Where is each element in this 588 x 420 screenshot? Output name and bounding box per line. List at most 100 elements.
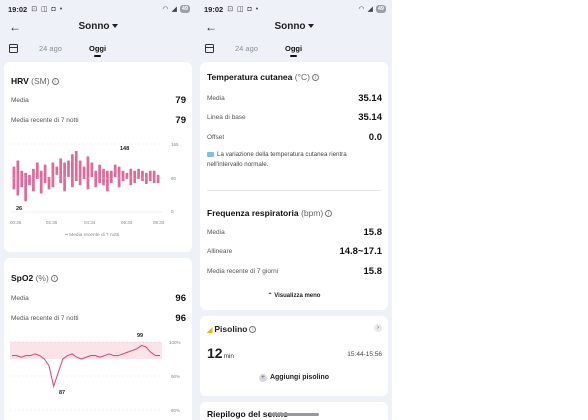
back-arrow-icon[interactable]: ← <box>205 20 217 34</box>
spo2-title: SpO2 (%) i <box>11 273 58 283</box>
hrv-bar <box>148 170 152 182</box>
hrv-bar <box>35 162 39 180</box>
hrv-legend-text: Media recente di 7 notti <box>69 233 120 238</box>
hrv-avg-label: Media <box>11 97 29 104</box>
hrv-xtick: 08:33 <box>153 220 165 225</box>
hrv-bar <box>137 168 140 180</box>
skin-temp-note: La variazione della temperatura cutanea … <box>207 150 382 170</box>
hrv-bar <box>109 170 113 184</box>
status-right: ◠ ◢ 49 <box>358 5 386 13</box>
tab-previous-day[interactable]: 24 ago <box>39 44 62 53</box>
status-right: ◠ ◢ 49 <box>162 5 190 13</box>
resp-7day-label: Media recente di 7 giorni <box>207 268 279 275</box>
hrv-bar <box>156 174 160 184</box>
add-nap-button[interactable]: + Aggiungi pisolino <box>200 374 388 382</box>
hrv-bar <box>78 160 82 186</box>
wifi-icon: ◠ <box>162 6 169 13</box>
skin-temp-avg-value: 35.14 <box>358 93 382 104</box>
hrv-bar <box>113 164 117 177</box>
hrv-bar <box>152 170 156 184</box>
caret-down-icon <box>111 24 118 29</box>
spo2-avg-value: 96 <box>175 293 186 304</box>
spo2-title-text: SpO2 <box>11 273 34 283</box>
hrv-unit: (SM) <box>31 76 50 86</box>
hrv-xtick: 02:35 <box>46 220 58 225</box>
phone-screen-right: 19:02 ⊡ ◫ ◘ • ◠ ◢ 49 ← Sonno 24 ago Oggi… <box>196 0 392 420</box>
show-less-toggle[interactable]: ⌃ Visualizza meno <box>200 292 388 299</box>
date-tabs: 24 ago Oggi <box>0 42 196 58</box>
hrv-avg-value: 79 <box>175 95 186 106</box>
hrv-bar <box>67 160 70 177</box>
hrv-bar <box>133 170 137 184</box>
info-icon[interactable]: i <box>50 275 58 283</box>
hrv-bar <box>24 172 27 202</box>
hrv-bar <box>28 174 31 186</box>
page-title: Sonno <box>274 21 306 32</box>
hrv-bar <box>141 170 144 182</box>
skin-temp-title-text: Temperatura cutanea <box>207 72 293 82</box>
spo2-min-label: 87 <box>59 390 66 396</box>
calendar-icon[interactable] <box>9 44 18 53</box>
status-time: 19:02 <box>8 4 28 14</box>
skin-temp-note-text: La variazione della temperatura cutanea … <box>207 151 347 168</box>
hrv-title-text: HRV <box>11 76 29 86</box>
spo2-ytick-top: 100% <box>169 340 181 345</box>
tab-previous-day[interactable]: 24 ago <box>235 44 258 53</box>
skin-temp-offset-label: Offset <box>207 134 225 141</box>
hrv-bar <box>20 170 24 188</box>
status-bar: 19:02 ⊡ ◫ ◘ • ◠ ◢ 49 <box>8 3 190 15</box>
hrv-bar <box>98 164 101 184</box>
hrv-bar <box>82 166 86 180</box>
summary-card: Riepilogo del sonno <box>200 402 388 420</box>
hrv-7night-label: Media recente di 7 notti <box>11 117 79 124</box>
spo2-card: SpO2 (%) i Media 96 Media recente di 7 no… <box>4 258 192 420</box>
page-title-dropdown[interactable]: Sonno <box>196 19 392 35</box>
info-icon[interactable]: i <box>325 210 333 218</box>
hrv-bar <box>43 164 47 184</box>
info-icon[interactable]: i <box>249 326 257 334</box>
hrv-bar <box>86 156 90 190</box>
tab-today[interactable]: Oggi <box>285 44 303 53</box>
resp-avg-value: 15.8 <box>363 227 383 238</box>
info-icon[interactable]: i <box>311 74 319 82</box>
hrv-bar <box>117 166 121 188</box>
tab-indicator <box>94 55 101 57</box>
skin-temp-offset-value: 0.0 <box>368 132 382 143</box>
resp-title-text: Frequenza respiratoria <box>207 208 299 218</box>
signal-icon: ◢ <box>367 6 373 13</box>
spo2-unit: (%) <box>35 273 49 283</box>
tab-indicator <box>290 55 297 57</box>
tab-today[interactable]: Oggi <box>89 44 107 53</box>
nap-duration-unit: min <box>223 353 235 360</box>
resp-7day-value: 15.8 <box>363 266 383 277</box>
hrv-ytick-bottom: 0 <box>171 209 174 214</box>
status-bar: 19:02 ⊡ ◫ ◘ • ◠ ◢ 49 <box>204 3 386 15</box>
hrv-ytick-top: 165 <box>171 142 179 147</box>
hrv-xtick: 04:34 <box>84 220 96 225</box>
spo2-ytick-bottom: 80% <box>171 408 181 413</box>
nap-title-text: Pisolino <box>214 324 248 334</box>
calendar-icon[interactable] <box>205 44 214 53</box>
page-title: Sonno <box>78 21 110 32</box>
chevron-right-icon[interactable]: › <box>374 324 382 332</box>
back-arrow-icon[interactable]: ← <box>9 20 21 34</box>
wifi-icon: ◠ <box>358 6 365 13</box>
hrv-7night-value: 79 <box>175 115 186 126</box>
notification-icons: ⊡ ◫ ◘ • <box>227 6 260 13</box>
resp-avg-label: Media <box>207 229 225 236</box>
resp-unit: (bpm) <box>301 208 324 218</box>
hrv-bar <box>59 158 63 184</box>
hrv-bar <box>106 170 109 192</box>
page-title-dropdown[interactable]: Sonno <box>0 19 196 35</box>
spo2-max-label: 99 <box>137 333 144 339</box>
signal-icon: ◢ <box>171 6 177 13</box>
add-nap-label: Aggiungi pisolino <box>269 374 330 381</box>
spo2-7night-label: Media recente di 7 notti <box>11 315 79 322</box>
hrv-min-label: 26 <box>16 206 23 212</box>
divider <box>207 190 381 191</box>
plus-icon: + <box>258 374 267 382</box>
nap-card: ◢ Pisolino i › 12min 15:44-15:56 + Aggiungi… <box>200 316 388 396</box>
summary-title: Riepilogo del sonno <box>207 409 289 419</box>
info-icon[interactable]: i <box>51 78 59 86</box>
skin-temp-title: Temperatura cutanea (°C) i <box>207 72 319 82</box>
